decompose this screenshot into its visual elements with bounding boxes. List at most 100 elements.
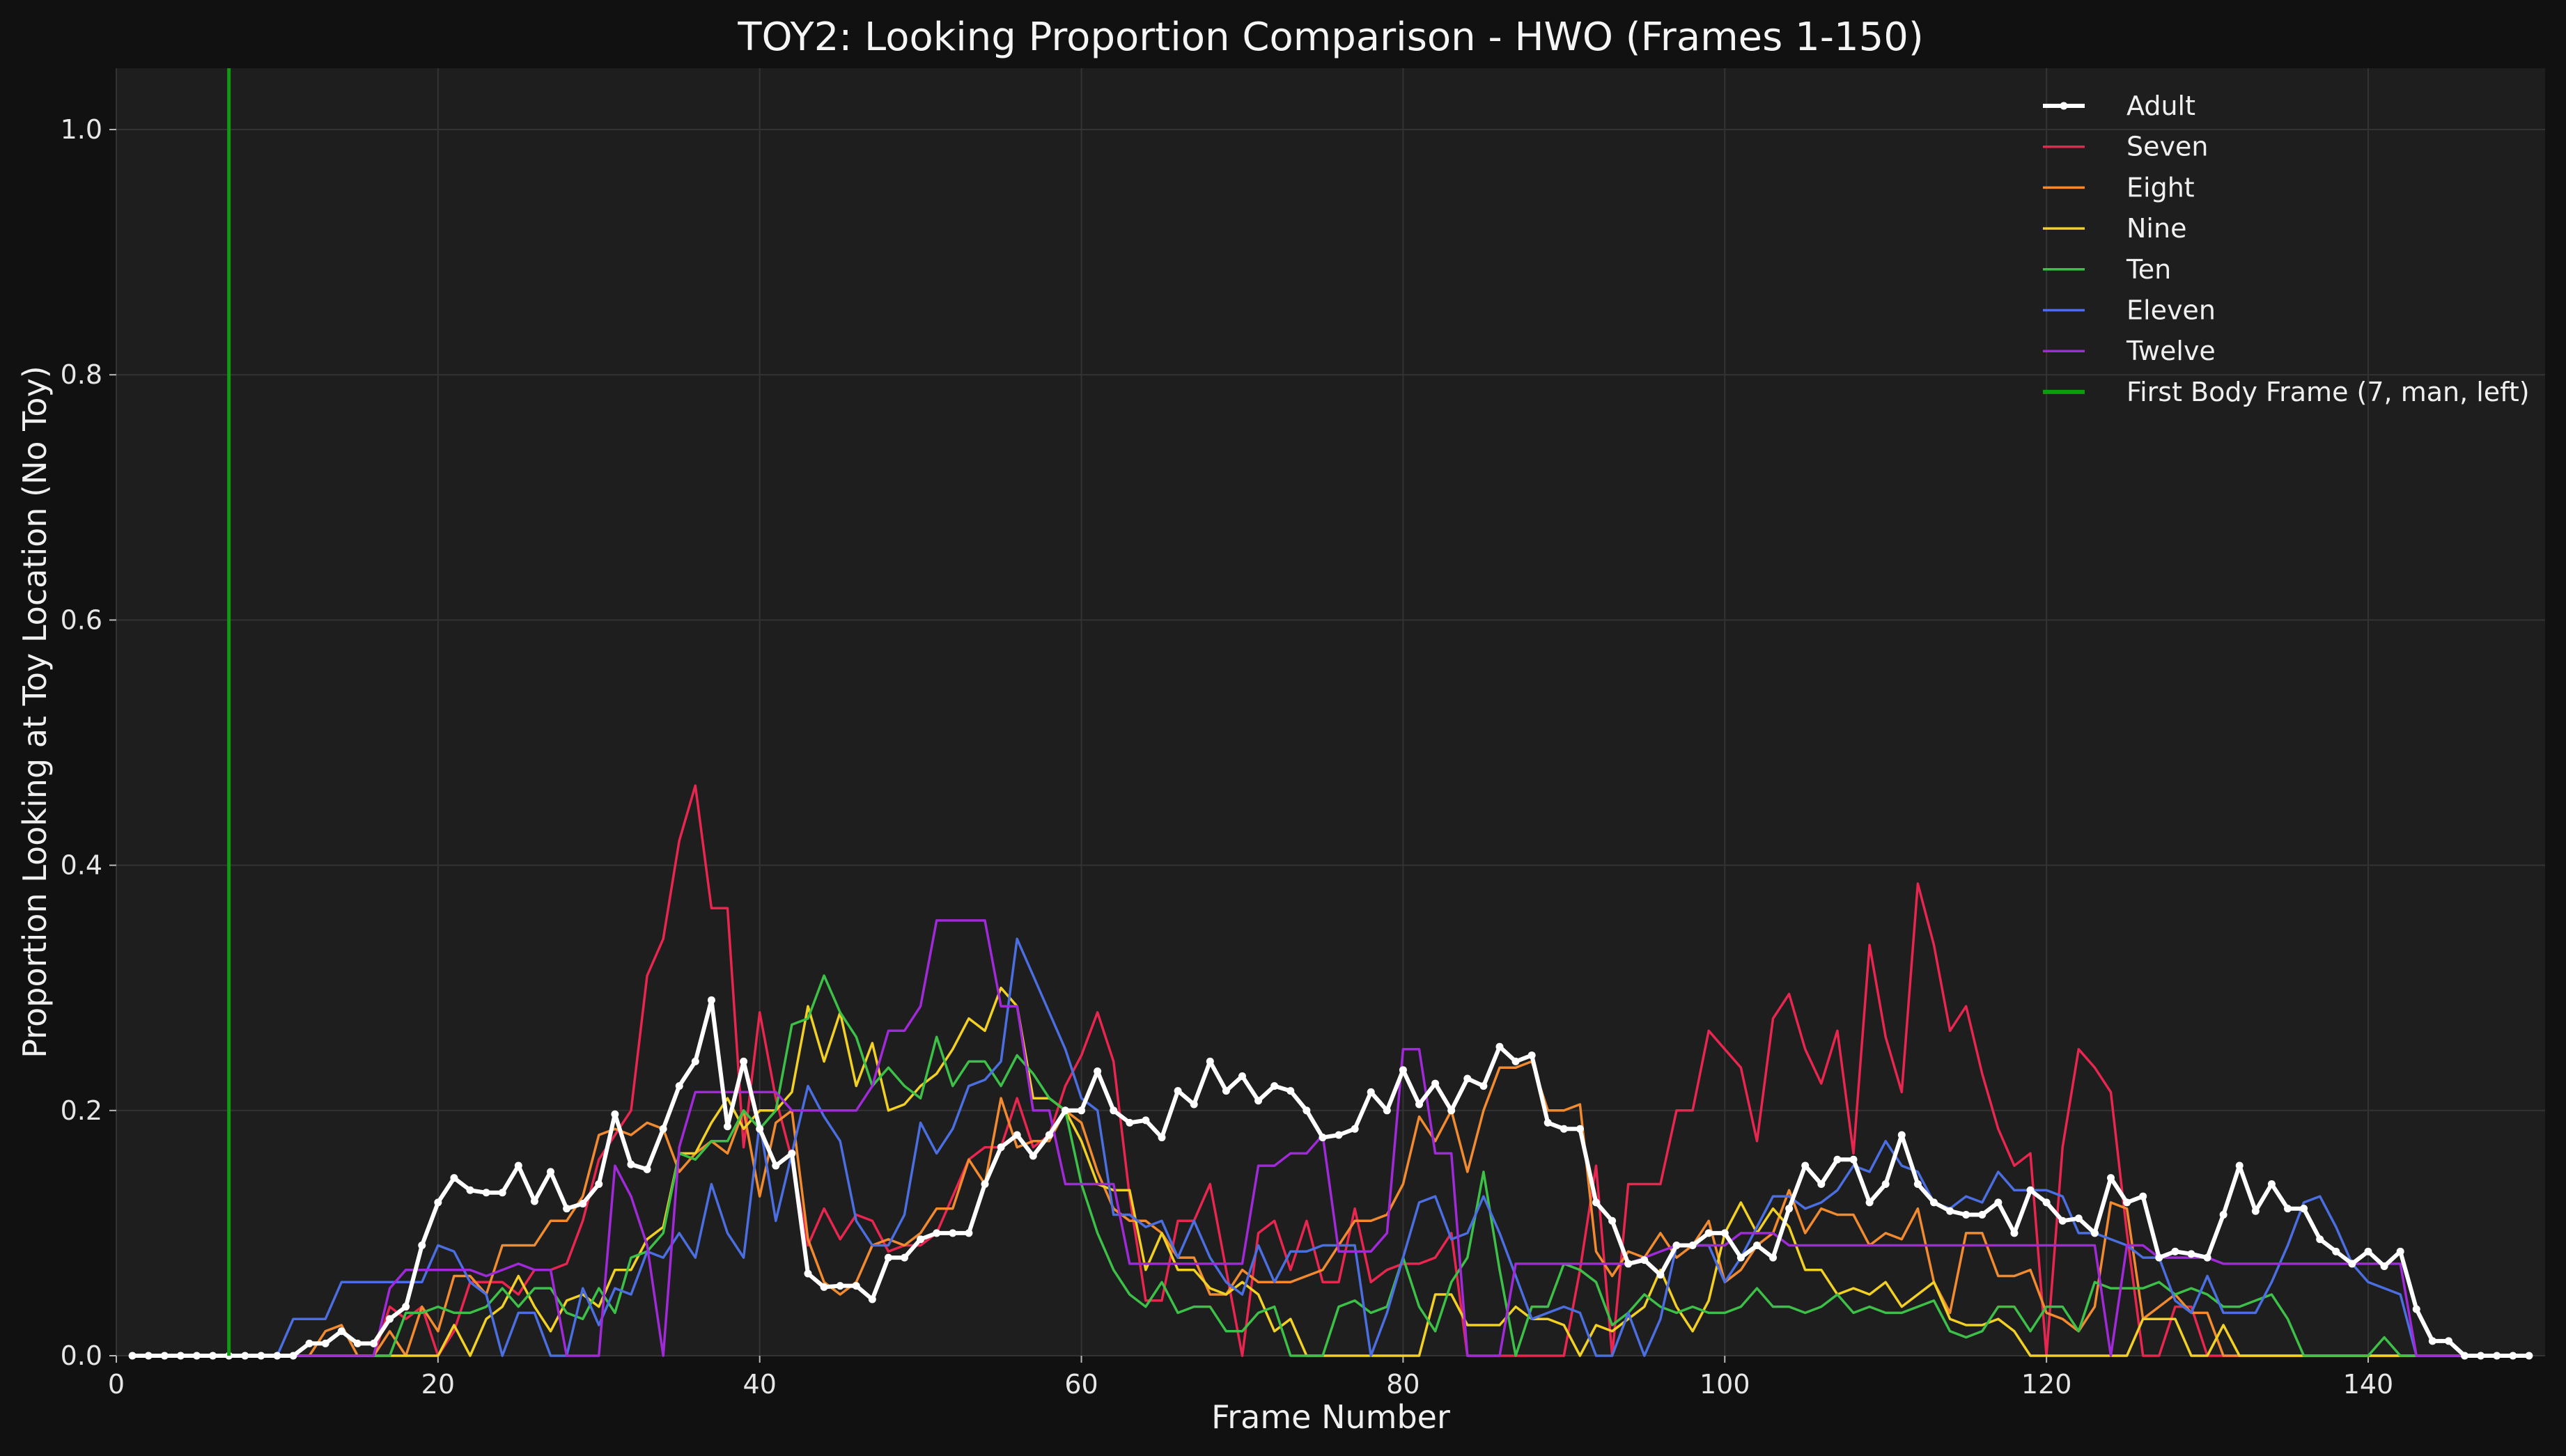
data-point-adult [1222,1087,1230,1095]
data-point-adult [2444,1337,2452,1345]
data-point-adult [498,1189,506,1197]
data-point-adult [1142,1116,1150,1125]
legend-label-twelve: Twelve [2126,336,2216,366]
data-point-adult [1929,1198,1938,1207]
legend-label-eight: Eight [2126,172,2195,203]
data-point-adult [289,1352,297,1360]
data-point-adult [2493,1352,2501,1360]
data-point-adult [2219,1210,2227,1219]
data-point-adult [1126,1118,1134,1127]
data-point-adult [1061,1106,1069,1115]
data-point-adult [2396,1247,2404,1255]
data-point-adult [1994,1198,2003,1207]
data-point-adult [547,1168,555,1176]
data-point-adult [1270,1082,1279,1090]
data-point-adult [2187,1250,2195,1258]
legend-label-ten: Ten [2126,254,2171,285]
x-tick-label: 140 [2343,1369,2394,1400]
data-point-adult [627,1160,635,1168]
data-point-adult [933,1229,941,1237]
data-point-adult [1881,1180,1890,1188]
data-point-adult [1736,1253,1745,1262]
data-point-adult [595,1180,603,1188]
data-point-adult [563,1205,571,1213]
data-point-adult [1527,1051,1536,1060]
data-point-adult [965,1229,973,1237]
data-point-adult [1801,1161,1810,1170]
data-point-adult [2267,1180,2276,1188]
data-point-adult [1624,1260,1633,1268]
data-point-adult [514,1161,522,1170]
data-point-adult [997,1143,1005,1152]
data-point-adult [2300,1205,2308,1213]
data-point-adult [1640,1256,1649,1265]
data-point-adult [160,1352,169,1360]
data-point-adult [482,1189,490,1197]
data-point-adult [1415,1100,1424,1109]
data-point-adult [2348,1260,2356,1268]
y-tick-label: 0.6 [61,604,102,635]
series-line-eleven [132,937,2529,1357]
data-point-adult [868,1295,876,1304]
data-point-adult [450,1174,458,1182]
data-point-adult [1190,1100,1198,1109]
x-tick-label: 100 [1700,1369,1750,1400]
legend: Adult Seven Eight Nine Ten Eleven Twelve First … [2043,91,2530,407]
data-point-adult [2139,1192,2147,1200]
data-point-adult [675,1082,683,1090]
data-point-adult [192,1352,201,1360]
data-point-adult [2074,1214,2083,1223]
grid-lines [116,68,2545,1356]
data-point-adult [1720,1229,1729,1237]
x-tick-label: 0 [108,1369,125,1400]
data-point-adult [788,1149,796,1157]
data-point-adult [273,1352,281,1360]
data-point-adult [772,1161,780,1170]
data-point-adult [1447,1106,1456,1115]
legend-label-seven: Seven [2126,132,2208,162]
y-tick-label: 1.0 [61,114,102,145]
data-point-adult [1962,1210,1970,1219]
data-point-adult [1544,1118,1552,1127]
data-point-adult [1351,1125,1359,1133]
data-point-adult [804,1269,812,1278]
y-tick-label: 0.2 [61,1095,102,1126]
x-tick-label: 120 [2021,1369,2072,1400]
data-point-adult [386,1315,394,1323]
data-point-adult [852,1282,860,1290]
series-group [128,784,2533,1360]
y-tick-label: 0.0 [61,1340,102,1371]
data-point-adult [2058,1216,2067,1225]
data-point-adult [1511,1057,1520,1065]
data-point-adult [418,1242,426,1250]
data-point-adult [2235,1161,2244,1170]
data-point-adult [2332,1247,2340,1255]
data-point-adult [1013,1131,1021,1139]
data-point-adult [369,1339,378,1347]
x-tick-label: 80 [1386,1369,1420,1400]
data-point-adult [2090,1229,2099,1237]
y-axis-ticks: 0.0 0.2 0.4 0.6 0.8 1.0 [61,114,116,1371]
data-point-adult [434,1198,442,1207]
data-point-adult [2525,1352,2533,1360]
data-point-adult [2251,1207,2260,1215]
data-point-adult [241,1352,249,1360]
legend-label-nine: Nine [2126,213,2186,244]
data-point-adult [724,1122,732,1131]
data-point-adult [144,1352,153,1360]
series-line-nine [132,986,2529,1357]
series-line-twelve [132,919,2529,1357]
data-point-adult [402,1303,410,1311]
data-point-adult [466,1186,474,1194]
data-point-adult [1688,1242,1697,1250]
data-point-adult [1592,1198,1601,1207]
data-point-adult [2477,1352,2485,1360]
data-point-adult [2026,1186,2035,1194]
data-point-adult [1319,1134,1327,1142]
data-point-adult [1769,1253,1778,1262]
legend-marker-adult [2060,102,2068,110]
data-point-adult [1833,1155,1842,1164]
data-point-adult [1560,1125,1568,1133]
data-point-adult [530,1197,538,1205]
data-point-adult [1174,1087,1182,1095]
